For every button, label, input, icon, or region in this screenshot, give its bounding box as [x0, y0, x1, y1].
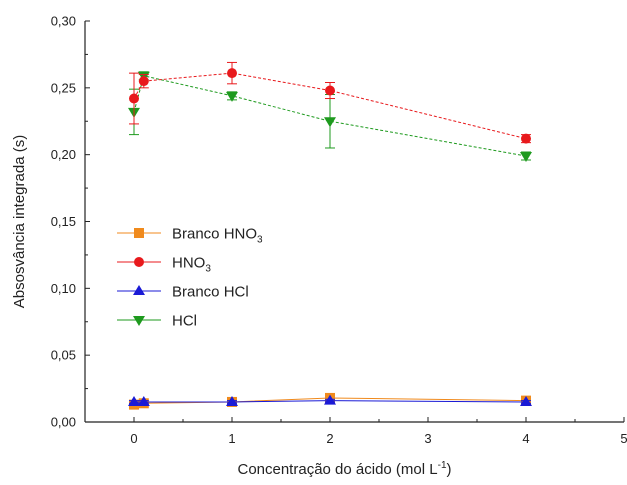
legend-item-3: HCl — [117, 313, 197, 330]
legend-marker-3 — [133, 316, 145, 326]
legend-item-1: HNO3 — [117, 255, 211, 275]
y-tick-label-0: 0,00 — [51, 415, 76, 430]
legend-item-2: Branco HCl — [117, 284, 249, 301]
y-tick-label-3: 0,15 — [51, 214, 76, 229]
legend-label-text-0: Branco HNO — [172, 226, 257, 243]
x-tick-label-5: 5 — [620, 431, 627, 446]
x-tick-label-0: 0 — [130, 431, 137, 446]
data-point-1-0 — [129, 93, 139, 104]
data-point-3-3 — [324, 117, 336, 128]
x-tick-label-1: 1 — [228, 431, 235, 446]
legend-label-3: HCl — [172, 313, 197, 330]
legend-label-2: Branco HCl — [172, 284, 249, 301]
legend-marker-0 — [134, 228, 144, 238]
y-tick-label-6: 0,30 — [51, 14, 76, 29]
x-tick-label-4: 4 — [522, 431, 529, 446]
y-tick-label-5: 0,25 — [51, 80, 76, 95]
data-point-2-4 — [520, 395, 532, 406]
x-axis-title-main: Concentração do ácido (mol L — [237, 461, 437, 478]
x-tick-label-3: 3 — [424, 431, 431, 446]
legend-label-subscript-1: 3 — [205, 264, 211, 275]
data-point-1-1 — [138, 76, 149, 87]
x-axis-title-suffix: ) — [447, 461, 452, 478]
series-2 — [128, 394, 532, 406]
x-axis-title: Concentração do ácido (mol L-1) — [237, 460, 451, 478]
legend-label-text-2: Branco HCl — [172, 284, 249, 301]
series-line-1 — [133, 72, 527, 140]
data-point-2-2 — [226, 395, 238, 406]
x-tick-label-2: 2 — [326, 431, 333, 446]
legend-label-1: HNO3 — [172, 255, 211, 275]
data-point-3-4 — [520, 152, 532, 163]
y-tick-label-2: 0,10 — [51, 281, 76, 296]
data-point-1-3 — [325, 85, 335, 96]
data-point-2-1 — [137, 395, 150, 406]
data-point-2-3 — [324, 394, 336, 405]
data-point-3-2 — [226, 91, 238, 102]
series-layer — [128, 61, 532, 410]
data-point-1-2 — [227, 68, 237, 79]
legend-marker-1 — [134, 257, 144, 267]
data-point-2-0 — [128, 395, 140, 406]
legend-label-text-3: HCl — [172, 313, 197, 330]
legend-marker-2 — [133, 285, 145, 295]
legend-label-subscript-0: 3 — [257, 235, 263, 246]
y-tick-label-1: 0,05 — [51, 348, 76, 363]
series-1 — [129, 61, 531, 144]
y-axis-title: Absosvância integrada (s) — [11, 135, 28, 308]
legend-label-text-1: HNO — [172, 255, 205, 272]
y-tick-label-4: 0,20 — [51, 147, 76, 162]
legend-item-0: Branco HNO3 — [117, 226, 263, 246]
legend-label-0: Branco HNO3 — [172, 226, 263, 246]
x-axis-title-superscript: -1 — [438, 460, 447, 471]
data-point-1-4 — [521, 133, 531, 144]
axes-layer: 0,00 0,05 0,10 0,15 0,20 0,25 0,30 0 1 2 3 4 5 Absosv… — [11, 14, 627, 479]
